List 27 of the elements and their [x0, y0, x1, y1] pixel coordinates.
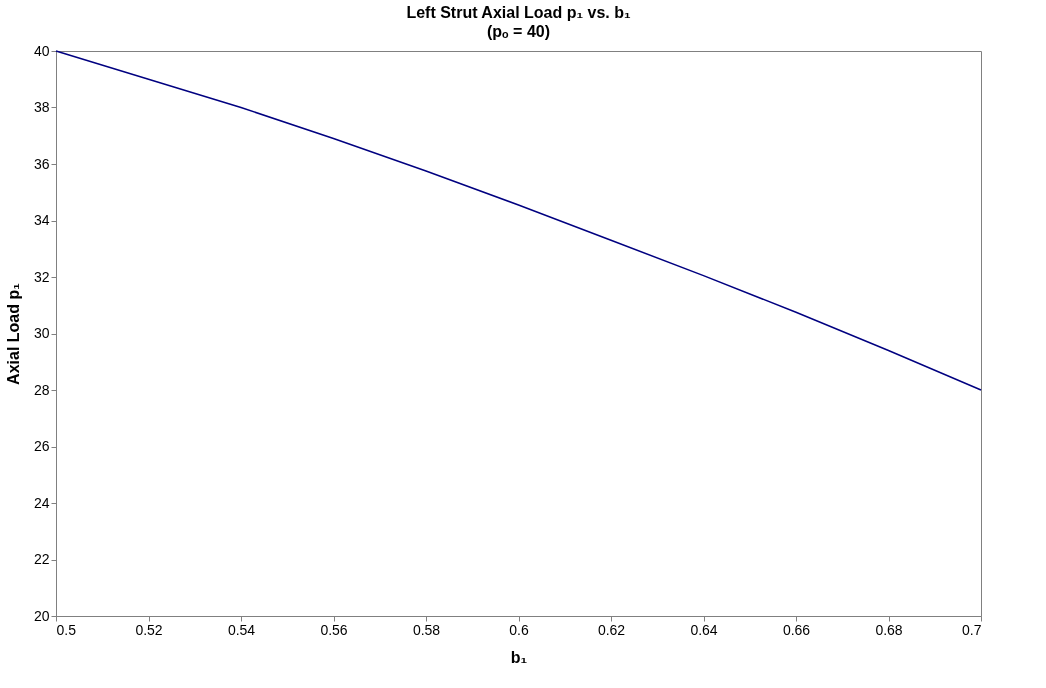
- x-tick-label: 0.54: [227, 621, 256, 638]
- x-tick-label: 0.7: [962, 621, 982, 638]
- x-tick-label: 0.62: [597, 621, 626, 638]
- y-tick-label: 30: [33, 325, 50, 341]
- x-tick-label: 0.52: [135, 621, 163, 638]
- y-tick-label: 40: [33, 42, 50, 59]
- y-tick-label: 22: [33, 551, 50, 567]
- y-tick-label: 20: [33, 607, 50, 624]
- x-tick-label: 0.5: [56, 621, 77, 638]
- y-axis-title: Axial Load p₁: [4, 282, 22, 385]
- y-tick-label: 38: [33, 99, 50, 115]
- x-axis-title: b₁: [510, 648, 528, 666]
- chart-title: Left Strut Axial Load p₁ vs. b₁: [406, 4, 631, 21]
- x-tick-label: 0.66: [782, 621, 811, 638]
- y-tick-label: 32: [33, 268, 50, 285]
- line-series: [55, 50, 982, 391]
- x-tick-label: 0.58: [412, 621, 441, 638]
- y-tick-label: 26: [33, 438, 50, 454]
- y-tick-label: 28: [33, 381, 50, 398]
- x-tick-label: 0.56: [320, 621, 348, 638]
- y-tick-label: 24: [33, 494, 50, 511]
- x-tick-label: 0.68: [875, 621, 903, 638]
- y-tick-label: 36: [33, 155, 50, 172]
- chart-subtitle: (pₒ = 40): [486, 23, 551, 40]
- x-tick-label: 0.64: [690, 621, 718, 638]
- y-tick-label: 34: [33, 212, 50, 228]
- x-tick-label: 0.6: [509, 621, 529, 638]
